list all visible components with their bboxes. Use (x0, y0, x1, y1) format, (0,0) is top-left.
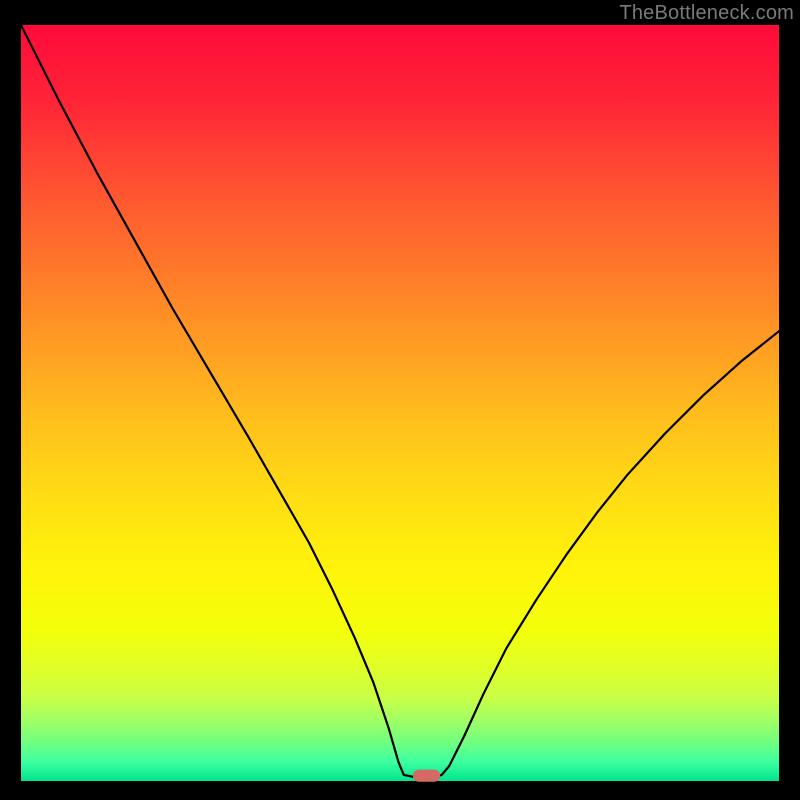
watermark-text: TheBottleneck.com (619, 2, 794, 25)
bottleneck-chart (0, 0, 800, 800)
chart-stage: TheBottleneck.com (0, 0, 800, 800)
chart-background (21, 25, 779, 781)
optimal-marker (413, 770, 440, 782)
